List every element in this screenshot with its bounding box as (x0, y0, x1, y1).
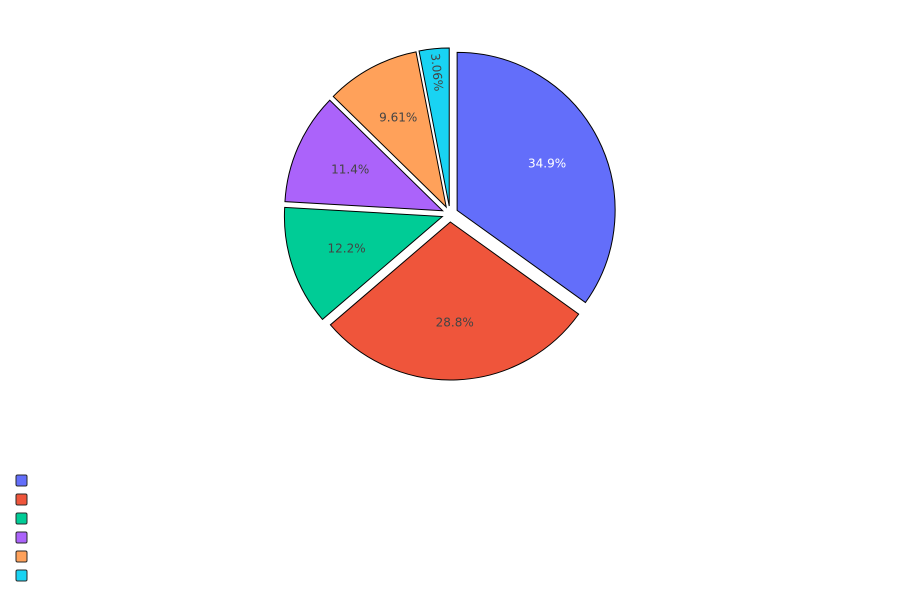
pie-percent-label-6: 3.06% (428, 53, 446, 92)
legend-swatch-3[interactable] (15, 512, 28, 525)
legend (15, 474, 28, 582)
pie-slice-5[interactable] (332, 51, 448, 209)
pie-percent-label-3: 12.2% (328, 241, 366, 255)
pie-percent-labels: 34.9% 28.8% 12.2% 11.4% 9.61% 3.06% (328, 53, 567, 330)
legend-swatch-1[interactable] (15, 474, 28, 487)
pie-slice-3[interactable] (283, 206, 444, 321)
pie-percent-label-4: 11.4% (331, 162, 369, 176)
pie-slice-4[interactable] (284, 99, 444, 212)
pie-percent-label-1: 34.9% (528, 157, 566, 171)
pie-percent-label-2: 28.8% (436, 316, 474, 330)
pie-slices (283, 47, 616, 381)
pie-slice-6[interactable] (418, 47, 450, 207)
pie-percent-label-5: 9.61% (379, 110, 417, 124)
pie-slice-1[interactable] (456, 51, 616, 304)
pie-slice-2[interactable] (329, 221, 580, 381)
legend-swatch-2[interactable] (15, 493, 28, 506)
legend-swatch-5[interactable] (15, 550, 28, 563)
legend-swatch-4[interactable] (15, 531, 28, 544)
legend-swatch-6[interactable] (15, 569, 28, 582)
